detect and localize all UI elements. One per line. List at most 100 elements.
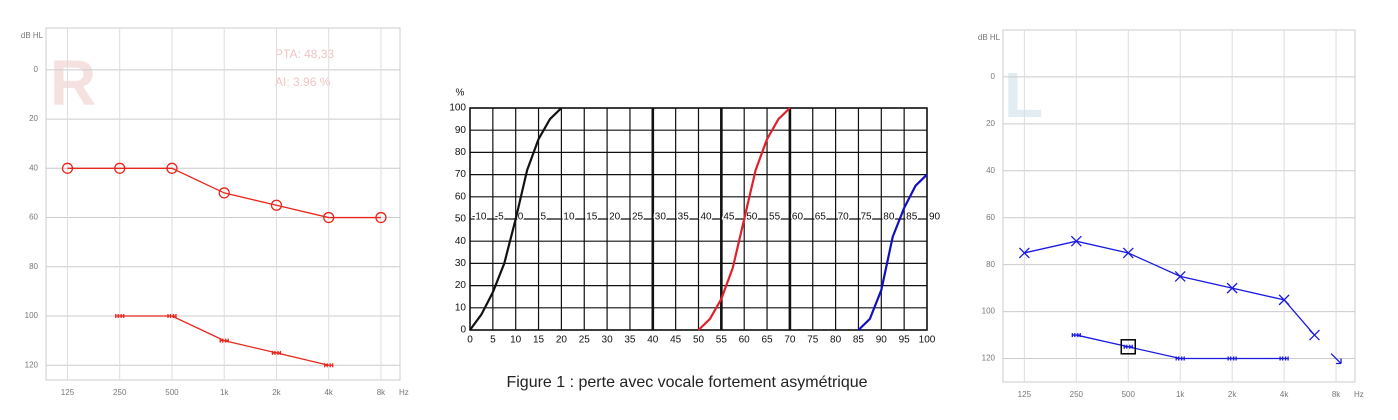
x-tick-label: 2k [1228, 390, 1237, 399]
y-tick-label: 70 [455, 169, 467, 180]
x-tick-label: 1k [1176, 390, 1185, 399]
bone-marker [1227, 356, 1237, 361]
annotation: AI: 3.96 % [275, 75, 331, 89]
air-marker [1070, 235, 1082, 247]
x-tick-label: 100 [919, 335, 936, 346]
air-marker [1174, 270, 1186, 282]
x2-tick-label: 25 [632, 212, 644, 223]
x-tick-label: 55 [716, 335, 728, 346]
y-tick-label: 120 [25, 360, 39, 369]
y-tick-label: 20 [455, 280, 467, 291]
series-line [1024, 240, 1315, 336]
y-tick-label: 40 [455, 236, 467, 247]
y-tick-label: 50 [455, 214, 467, 225]
x2-tick-label: 5 [541, 212, 547, 223]
bone-marker [1175, 356, 1185, 361]
x-tick-label: 90 [876, 335, 888, 346]
y-tick-label: 20 [29, 114, 38, 123]
x-tick-label: 35 [624, 335, 636, 346]
y-tick-label: 0 [460, 325, 466, 336]
y-tick-label: 60 [455, 191, 467, 202]
x-tick-label: 8k [1332, 390, 1341, 399]
plot-area [45, 27, 401, 381]
x2-tick-label: 85 [906, 212, 918, 223]
no-response-marker [1330, 353, 1342, 365]
x2-tick-label: 70 [838, 212, 850, 223]
bone-marker [271, 350, 282, 355]
y-tick-label: 60 [986, 213, 995, 222]
plot-area [1002, 29, 1356, 383]
x-tick-label: 250 [113, 388, 127, 397]
y-tick-label: 20 [986, 119, 995, 128]
x-tick-label: 40 [647, 335, 659, 346]
bone-marker [1279, 356, 1289, 361]
y-tick-label: 100 [449, 103, 466, 114]
series-line [67, 167, 381, 219]
x-tick-label: 25 [579, 335, 591, 346]
air-marker [1018, 247, 1030, 259]
x-tick-label: 125 [61, 388, 75, 397]
x-tick-label: 250 [1070, 390, 1084, 399]
y-tick-label: 40 [29, 163, 38, 172]
x2-tick-label: 30 [655, 212, 667, 223]
air-marker [61, 162, 74, 174]
y-tick-label: 0 [991, 72, 996, 81]
air-marker [1309, 329, 1320, 341]
air-marker [1226, 282, 1238, 294]
air-marker [323, 211, 335, 224]
x2-tick-label: 75 [860, 212, 872, 223]
y-axis-label: % [456, 88, 465, 99]
x-tick-label: 8k [377, 388, 386, 397]
x2-tick-label: 15 [586, 212, 598, 223]
x-tick-label: 1k [220, 388, 229, 397]
x2-tick-label: 90 [929, 212, 941, 223]
y-tick-label: 30 [455, 258, 467, 269]
air-marker [375, 211, 387, 224]
bone-marker [324, 363, 334, 368]
x-tick-label: 0 [467, 335, 473, 346]
x2-tick-label: 60 [792, 212, 804, 223]
bone-marker [1123, 344, 1133, 349]
x-tick-label: 500 [1122, 390, 1136, 399]
x-tick-label: 95 [899, 335, 911, 346]
x-unit: Hz [1354, 390, 1364, 399]
bone-marker [167, 314, 177, 318]
y-axis-label: dB HL [21, 31, 44, 40]
y-tick-label: 90 [455, 125, 467, 136]
y-tick-label: 0 [34, 65, 39, 74]
x-tick-label: 10 [510, 335, 522, 346]
y-tick-label: 100 [982, 307, 996, 316]
x2-tick-label: -5 [495, 212, 504, 223]
x-tick-label: 4k [324, 388, 333, 397]
x2-tick-label: 40 [701, 212, 713, 223]
ear-letter: L [1004, 59, 1043, 131]
x2-tick-label: 0 [518, 212, 524, 223]
bone-marker [219, 338, 229, 343]
y-tick-label: 10 [455, 302, 467, 313]
series-line [469, 107, 563, 331]
x2-tick-label: 80 [883, 212, 895, 223]
x2-tick-label: 10 [563, 212, 575, 223]
y-tick-label: 120 [982, 354, 996, 363]
chart: LdB HL Hz 0 20 40 60 80 100 120 125 250 500 1k 2k 4k 8k [978, 29, 1364, 399]
x-tick-label: 5 [490, 335, 496, 346]
x-tick-label: 50 [693, 335, 705, 346]
y-tick-label: 80 [455, 147, 467, 158]
ear-letter: R [50, 47, 96, 119]
y-tick-label: 80 [29, 262, 38, 271]
air-marker [270, 199, 283, 211]
x-tick-label: 45 [670, 335, 682, 346]
x-tick-label: 4k [1280, 390, 1289, 399]
air-marker [218, 187, 230, 199]
air-marker [1122, 247, 1134, 259]
x-tick-label: 15 [533, 335, 545, 346]
x2-tick-label: 20 [609, 212, 621, 223]
x-tick-label: 75 [807, 335, 819, 346]
x-tick-label: 500 [165, 388, 179, 397]
x-tick-label: 2k [272, 388, 281, 397]
x2-tick-label: 65 [815, 212, 827, 223]
y-tick-label: 60 [29, 213, 38, 222]
x-unit: Hz [399, 388, 409, 397]
